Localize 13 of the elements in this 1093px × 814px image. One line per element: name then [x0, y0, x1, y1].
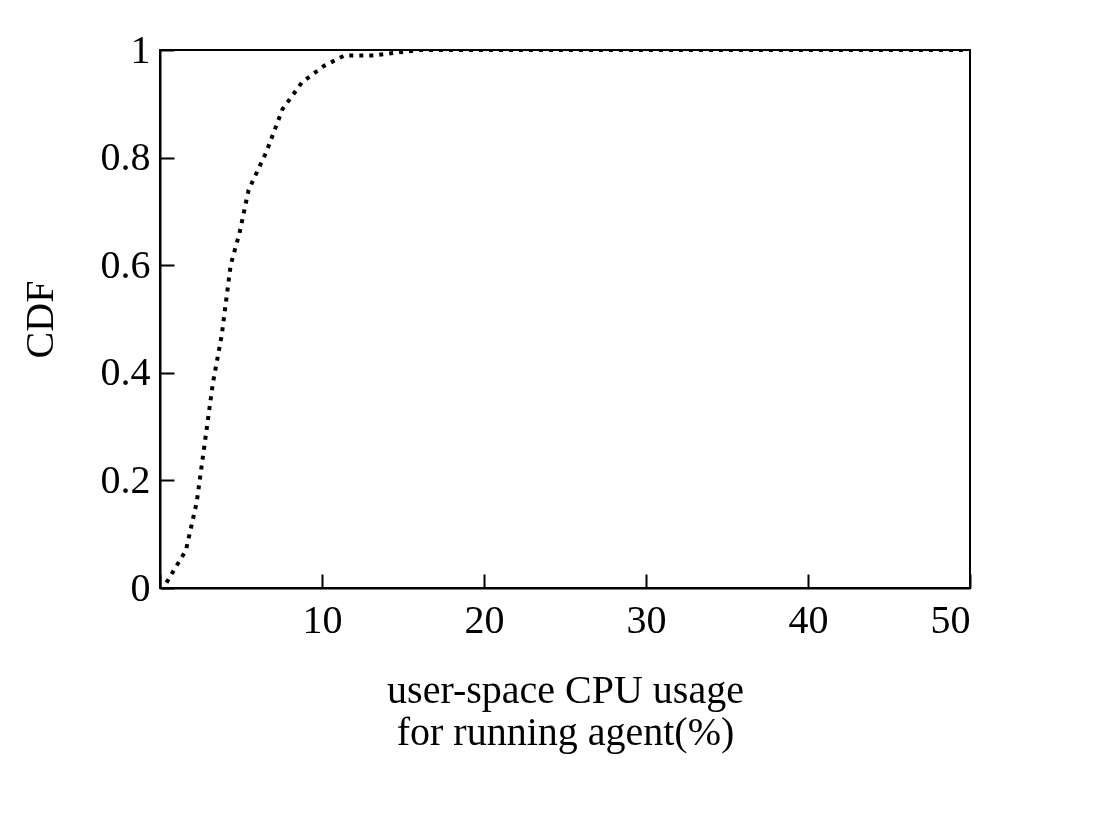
y-tick-label: 0.6: [100, 241, 151, 287]
x-tick-label: 10: [302, 596, 343, 642]
x-tick-label: 30: [626, 596, 667, 642]
y-tick-label: 0.8: [100, 134, 151, 180]
y-tick-label: 1: [130, 26, 151, 72]
x-axis-title: user-space CPU usage for running agent(%): [387, 666, 744, 754]
x-tick-label: 50: [930, 596, 971, 642]
y-axis-title: CDF: [16, 280, 62, 359]
x-tick-label: 20: [464, 596, 505, 642]
y-tick-label: 0: [130, 564, 151, 610]
x-tick-label: 40: [788, 596, 829, 642]
y-tick-label: 0.2: [100, 456, 151, 502]
y-tick-label: 0.4: [100, 349, 151, 395]
